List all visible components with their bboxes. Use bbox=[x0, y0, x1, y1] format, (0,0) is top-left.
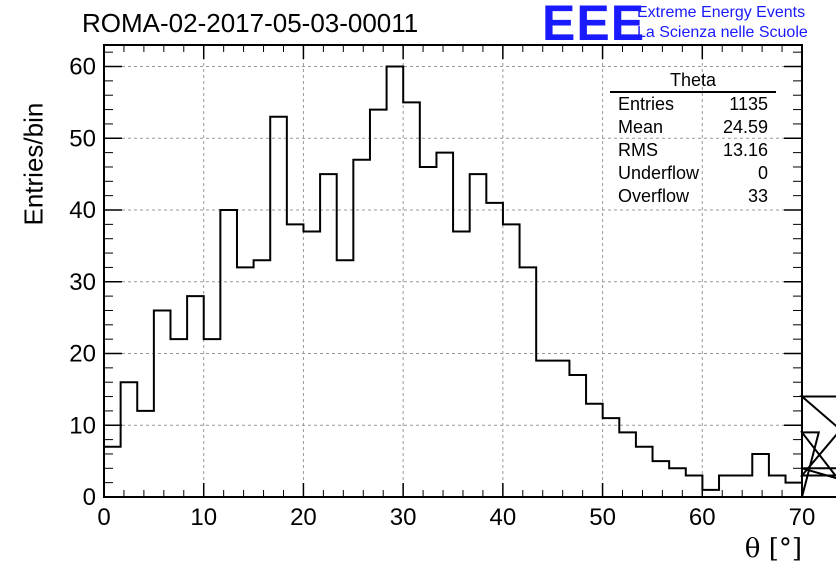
y-tick-label: 50 bbox=[69, 125, 96, 152]
y-axis-label: Entries/bin bbox=[18, 102, 49, 226]
stats-box: Theta Entries 1135 Mean 24.59 RMS 13.16 Und… bbox=[610, 70, 776, 208]
stats-row: Mean 24.59 bbox=[610, 116, 776, 139]
x-tick-label: 20 bbox=[290, 504, 317, 531]
eee-logo: EEE bbox=[542, 0, 646, 51]
y-tick-label: 30 bbox=[69, 269, 96, 296]
x-axis-label: θ [°] bbox=[744, 534, 802, 564]
stats-label: Mean bbox=[618, 117, 664, 137]
stats-value: 13.16 bbox=[722, 140, 768, 160]
stats-label: RMS bbox=[618, 140, 658, 160]
tick-labels: 0 10 20 30 40 50 60 70 0 10 20 30 40 50 60 bbox=[69, 54, 815, 531]
chart-title: ROMA-02-2017-05-03-00011 bbox=[82, 8, 419, 38]
histogram-series-line bbox=[104, 65, 836, 498]
stats-row: Overflow 33 bbox=[610, 185, 776, 208]
x-tick-label: 50 bbox=[589, 504, 616, 531]
y-tick-label: 10 bbox=[69, 412, 96, 439]
brand-line-1: Extreme Energy Events bbox=[637, 4, 806, 21]
y-tick-label: 0 bbox=[83, 484, 96, 511]
x-tick-label: 10 bbox=[190, 504, 217, 531]
stats-value: 24.59 bbox=[722, 117, 768, 137]
x-tick-label: 70 bbox=[789, 504, 816, 531]
x-tick-label: 0 bbox=[97, 504, 110, 531]
y-tick-label: 60 bbox=[69, 54, 96, 81]
brand-line-2: La Scienza nelle Scuole bbox=[637, 24, 808, 41]
x-tick-label: 30 bbox=[390, 504, 417, 531]
stats-row: Entries 1135 bbox=[610, 93, 776, 116]
y-tick-label: 20 bbox=[69, 341, 96, 368]
y-axis-label-wrap: Entries/bin bbox=[4, 103, 49, 230]
y-tick-label: 40 bbox=[69, 197, 96, 224]
stats-title: Theta bbox=[610, 70, 776, 93]
stats-value: 0 bbox=[757, 163, 768, 183]
stats-label: Overflow bbox=[618, 186, 690, 206]
x-tick-label: 60 bbox=[689, 504, 716, 531]
stats-row: Underflow 0 bbox=[610, 162, 776, 185]
stats-value: 33 bbox=[747, 186, 768, 206]
plot-frame bbox=[103, 44, 803, 498]
stats-value: 1135 bbox=[729, 94, 768, 114]
stats-label: Underflow bbox=[618, 163, 700, 183]
x-tick-label: 40 bbox=[490, 504, 517, 531]
stats-label: Entries bbox=[618, 94, 675, 114]
stats-row: RMS 13.16 bbox=[610, 139, 776, 162]
